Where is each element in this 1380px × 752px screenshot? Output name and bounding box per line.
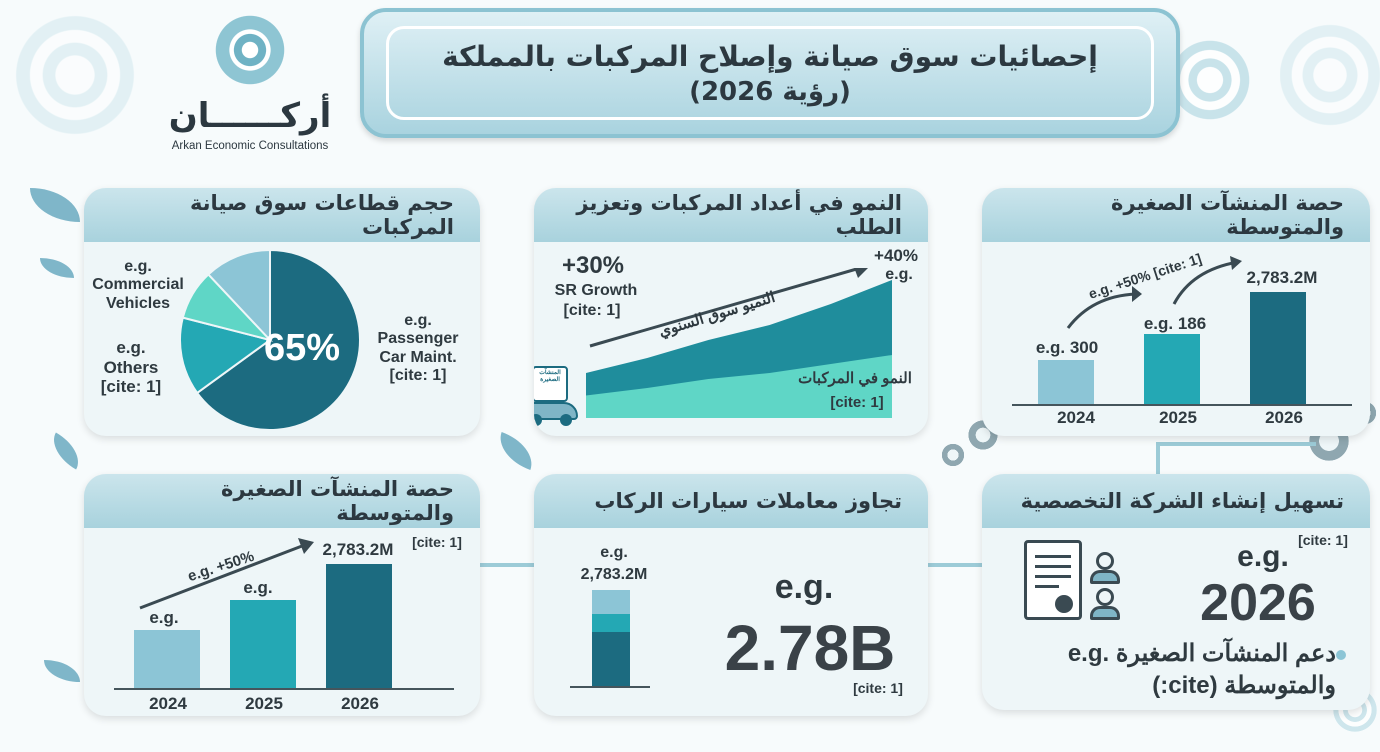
stacked-bar (592, 590, 630, 686)
growth-cite: [cite: 1] (563, 302, 621, 319)
brand-logo: أركــــــان Arkan Economic Consultations (160, 10, 340, 152)
small-value: 2,783.2M (580, 566, 648, 583)
support-line-1: دعم المنشآت الصغيرة .e.g (1067, 640, 1336, 667)
document-icon (1024, 540, 1082, 620)
leaf-icon (30, 188, 80, 222)
connector-line (480, 563, 534, 567)
leaf-icon (492, 431, 540, 471)
card-sme-share-top: حصة المنشآت الصغيرة والمتوسطة e.g. 300 e… (982, 188, 1370, 436)
bar (134, 630, 200, 688)
bar (1144, 334, 1200, 404)
logo-tagline: Arkan Economic Consultations (171, 140, 329, 152)
decor-rosette-top-right (1280, 0, 1380, 150)
x-axis (570, 686, 650, 688)
bar-chart-top (1012, 258, 1352, 406)
label-commercial-vehicles: e.g. Commercial Vehicles (92, 258, 184, 312)
card-header: حصة المنشآت الصغيرة والمتوسطة (84, 474, 480, 528)
bullet-dot (1336, 650, 1346, 660)
cite-note: [cite: 1] (853, 680, 903, 696)
year-2024: 2024 (149, 694, 187, 713)
area-chart (586, 268, 892, 418)
leaf-icon (44, 660, 80, 682)
card-market-segments: حجم قطاعات سوق صيانة المركبات 65% e.g. C… (84, 188, 480, 436)
x-axis (1012, 404, 1352, 406)
card-header: تجاوز معاملات سيارات الركاب (534, 474, 928, 528)
header-banner: إحصائيات سوق صيانة وإصلاح المركبات بالمم… (360, 8, 1180, 138)
card-title: تسهيل إنشاء الشركة التخصصية (1020, 489, 1344, 513)
year-2024: 2024 (1057, 408, 1095, 427)
card-header: النمو في أعداد المركبات وتعزيز الطلب (534, 188, 928, 242)
big-eg: e.g. (774, 568, 834, 606)
card-title: النمو في أعداد المركبات وتعزيز الطلب (576, 191, 902, 239)
card-header: حصة المنشآت الصغيرة والمتوسطة (982, 188, 1370, 242)
connector-line (928, 563, 982, 567)
bar-label-2025: e.g. (243, 578, 273, 597)
growth-arrows-icon (1066, 256, 1242, 329)
bar-label-2024: e.g. (149, 608, 179, 627)
card-specialized-company: تسهيل إنشاء الشركة التخصصية [cite: 1] e.… (982, 474, 1370, 710)
bar-label-2026: 2,783.2M (322, 540, 394, 559)
card-title: حصة المنشآت الصغيرة والمتوسطة (221, 477, 454, 525)
card-header: تسهيل إنشاء الشركة التخصصية (982, 474, 1370, 528)
logo-name: أركــــــان (168, 96, 332, 136)
pie-center-value: 65% (264, 327, 340, 369)
top-eg: e.g. (885, 266, 913, 283)
target-year: 2026 (1200, 574, 1316, 632)
bar-label-2025: e.g. 186 (1143, 314, 1207, 333)
x-axis (114, 688, 454, 690)
small-eg: e.g. (600, 544, 628, 561)
bar (230, 600, 296, 688)
area-label: النمو في المركبات (798, 370, 912, 387)
year-2026: 2026 (341, 694, 379, 713)
car-badge-icon: المنشآت الصغيرة (534, 366, 588, 432)
badge-text: المنشآت الصغيرة (539, 370, 561, 383)
people-icon (1088, 552, 1122, 624)
growth-arrow (589, 268, 861, 348)
label-others: e.g. Others [cite: 1] (100, 338, 162, 397)
connector-line (1156, 442, 1160, 478)
bar-label-2024: e.g. 300 (1035, 338, 1099, 357)
growth-label: SR Growth (554, 282, 638, 299)
card-passenger-transactions: تجاوز معاملات سيارات الركاب e.g. 2,783.2… (534, 474, 928, 716)
label-passenger-car: e.g. Passenger Car Maint. [cite: 1] (377, 312, 459, 385)
card-title: تجاوز معاملات سيارات الركاب (594, 489, 902, 513)
year-2025: 2025 (245, 694, 283, 713)
leaf-icon (40, 258, 74, 278)
cite-note: [cite: 1] (412, 534, 462, 550)
page-subtitle: (رؤية 2026) (689, 76, 851, 107)
gear-icon (940, 442, 966, 468)
logo-mark-icon (210, 10, 290, 90)
connector-line (1156, 442, 1316, 446)
pie-slice (179, 316, 273, 395)
card-header: حجم قطاعات سوق صيانة المركبات (84, 188, 480, 242)
page-title: إحصائيات سوق صيانة وإصلاح المركبات بالمم… (442, 39, 1098, 73)
pie-chart: 65% (179, 248, 361, 431)
bar-chart-bottom (114, 536, 454, 690)
card-title: حجم قطاعات سوق صيانة المركبات (189, 191, 454, 239)
card-vehicle-growth: النمو في أعداد المركبات وتعزيز الطلب +30… (534, 188, 928, 436)
bar (1038, 360, 1094, 404)
support-line-2: والمتوسطة (cite:) (1152, 672, 1336, 699)
year-2025: 2025 (1159, 408, 1197, 427)
arrow-head-icon (854, 268, 868, 278)
growth-arrow-icon (139, 538, 314, 610)
card-title: حصة المنشآت الصغيرة والمتوسطة (1111, 191, 1344, 239)
pie-slice (206, 248, 271, 343)
leaf-icon (44, 432, 88, 470)
decor-rosette-top-left (0, 0, 150, 150)
area-series (586, 355, 892, 418)
big-value: 2.78B (724, 612, 896, 684)
card-sme-share-bottom: حصة المنشآت الصغيرة والمتوسطة e.g. e.g. … (84, 474, 480, 716)
bar-label-2026: 2,783.2M (1246, 268, 1318, 287)
cite-note: [cite: 1] (1298, 532, 1348, 548)
pie-slice (195, 248, 361, 431)
bar (326, 564, 392, 688)
year-2026: 2026 (1265, 408, 1303, 427)
area-cite: [cite: 1] (830, 394, 884, 411)
growth-value: +30% (561, 252, 625, 279)
bar (1250, 292, 1306, 404)
top-value: +40% (874, 246, 918, 265)
eg-label: e.g. (1237, 540, 1289, 573)
